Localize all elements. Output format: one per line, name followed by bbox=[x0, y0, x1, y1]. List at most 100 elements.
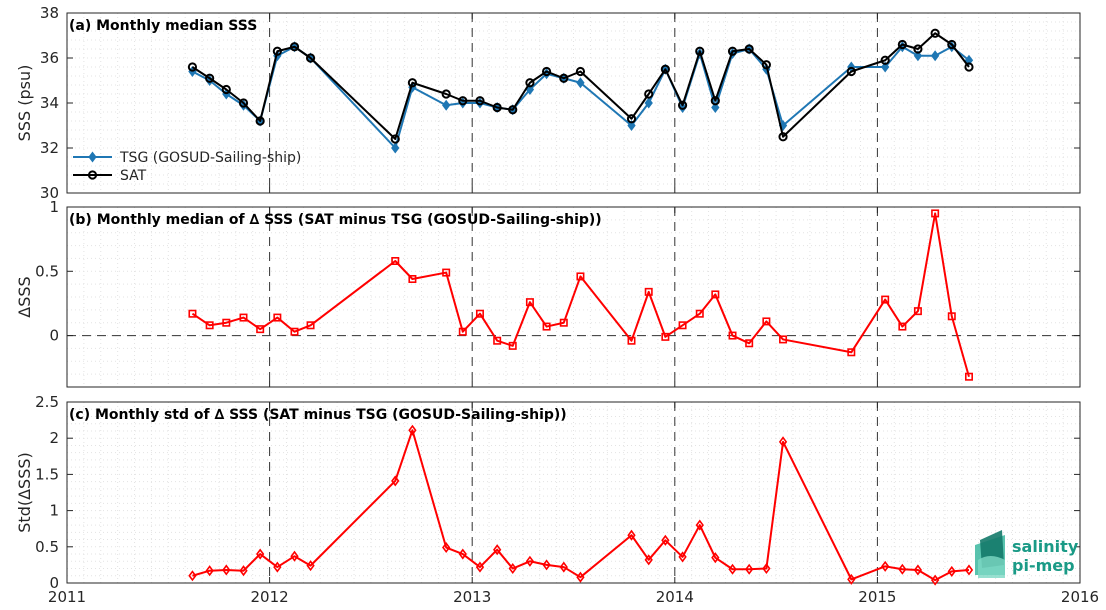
data-point bbox=[290, 550, 299, 562]
data-point bbox=[493, 544, 502, 556]
data-point bbox=[728, 331, 737, 340]
data-point bbox=[931, 209, 940, 218]
data-point bbox=[221, 84, 231, 95]
x-tick-label: 2014 bbox=[656, 588, 694, 606]
data-point bbox=[442, 541, 451, 554]
data-point bbox=[188, 570, 197, 582]
data-point bbox=[305, 53, 316, 63]
data-point bbox=[880, 55, 890, 65]
data-point bbox=[222, 564, 231, 576]
data-point bbox=[779, 335, 788, 344]
y-tick-label: 2 bbox=[49, 429, 59, 447]
data-point bbox=[525, 298, 534, 307]
legend-label: TSG (GOSUD-Sailing-ship) bbox=[119, 150, 301, 166]
series-line bbox=[192, 429, 970, 582]
data-point bbox=[441, 89, 451, 99]
data-point bbox=[778, 132, 788, 142]
data-point bbox=[273, 313, 282, 322]
data-point bbox=[711, 101, 720, 114]
data-point bbox=[408, 274, 417, 283]
data-point bbox=[475, 561, 485, 573]
data-point bbox=[272, 46, 282, 56]
series-tsg-gosud-sailing-ship bbox=[188, 41, 974, 154]
legend: TSG (GOSUD-Sailing-ship) SAT bbox=[73, 150, 301, 184]
y-tick-label: 32 bbox=[40, 139, 59, 157]
y-tick-label: 30 bbox=[40, 184, 59, 202]
data-point bbox=[239, 313, 248, 322]
data-point bbox=[913, 50, 923, 62]
data-point bbox=[525, 83, 535, 96]
data-point bbox=[205, 73, 215, 83]
data-point bbox=[391, 256, 400, 265]
x-tick-label: 2012 bbox=[251, 588, 289, 606]
data-point bbox=[913, 44, 923, 54]
data-point bbox=[205, 565, 214, 577]
data-point bbox=[695, 46, 705, 56]
data-point bbox=[644, 554, 653, 566]
data-point bbox=[559, 318, 568, 327]
data-point bbox=[239, 565, 248, 577]
data-point bbox=[188, 309, 197, 318]
data-point bbox=[576, 77, 585, 89]
data-point bbox=[273, 561, 282, 573]
data-point bbox=[525, 555, 535, 567]
data-point bbox=[881, 295, 890, 304]
y-axis-label: ΔSSS bbox=[15, 276, 34, 317]
data-point bbox=[627, 336, 636, 345]
x-tick-label: 2016 bbox=[1061, 588, 1099, 606]
data-point bbox=[947, 39, 957, 50]
y-tick-label: 0 bbox=[49, 327, 59, 345]
data-point bbox=[627, 119, 636, 132]
data-point bbox=[710, 96, 720, 106]
data-point bbox=[289, 42, 300, 52]
data-point bbox=[678, 551, 687, 563]
data-point bbox=[644, 287, 653, 296]
logo-text-line1: salinity bbox=[1012, 537, 1079, 556]
y-tick-label: 2.5 bbox=[35, 393, 59, 411]
data-point bbox=[290, 327, 299, 336]
data-point bbox=[930, 574, 940, 586]
data-point bbox=[964, 62, 974, 72]
data-point bbox=[711, 552, 720, 564]
y-tick-label: 0.5 bbox=[35, 538, 59, 556]
data-point bbox=[898, 322, 907, 331]
x-tick-label: 2015 bbox=[858, 588, 896, 606]
panel-3: 0 0.5 1 1.5 2 2.5 2011 2012 2013 2014 2015 2016 Std(… bbox=[15, 393, 1099, 606]
data-point bbox=[745, 563, 754, 575]
data-point bbox=[881, 560, 890, 572]
data-point bbox=[947, 312, 956, 321]
panel-2: 0 0.5 1 ΔSSS (b) Monthly median of ∆ SSS (SA… bbox=[15, 198, 1081, 388]
data-point bbox=[222, 318, 231, 327]
panel-1: 30 32 34 36 38 SSS (psu) (a) Monthly median SS… bbox=[15, 4, 1081, 202]
data-point bbox=[660, 64, 670, 74]
data-point bbox=[644, 89, 654, 99]
legend-label: SAT bbox=[120, 168, 147, 184]
data-point bbox=[458, 327, 467, 336]
legend-swatch-marker bbox=[88, 151, 97, 163]
data-point bbox=[913, 564, 923, 576]
data-point bbox=[256, 325, 265, 334]
x-tick-label: 2011 bbox=[48, 588, 86, 606]
data-point bbox=[391, 142, 400, 154]
panel-title: (a) Monthly median SSS bbox=[69, 18, 257, 34]
data-point bbox=[475, 309, 484, 318]
data-point bbox=[576, 272, 585, 281]
data-point bbox=[661, 534, 670, 546]
axes-frame bbox=[66, 401, 1081, 584]
data-point bbox=[475, 96, 485, 106]
data-point bbox=[542, 559, 551, 571]
data-point bbox=[559, 73, 569, 83]
data-point bbox=[559, 561, 568, 573]
data-point bbox=[508, 105, 518, 115]
data-point bbox=[442, 268, 451, 277]
logo-text-line2: pi-mep bbox=[1012, 556, 1075, 575]
data-point bbox=[306, 321, 315, 330]
data-point bbox=[964, 372, 973, 381]
data-point bbox=[541, 66, 552, 77]
data-point bbox=[727, 46, 738, 56]
y-axis-label: SSS (psu) bbox=[15, 65, 34, 142]
y-tick-label: 36 bbox=[40, 49, 59, 67]
